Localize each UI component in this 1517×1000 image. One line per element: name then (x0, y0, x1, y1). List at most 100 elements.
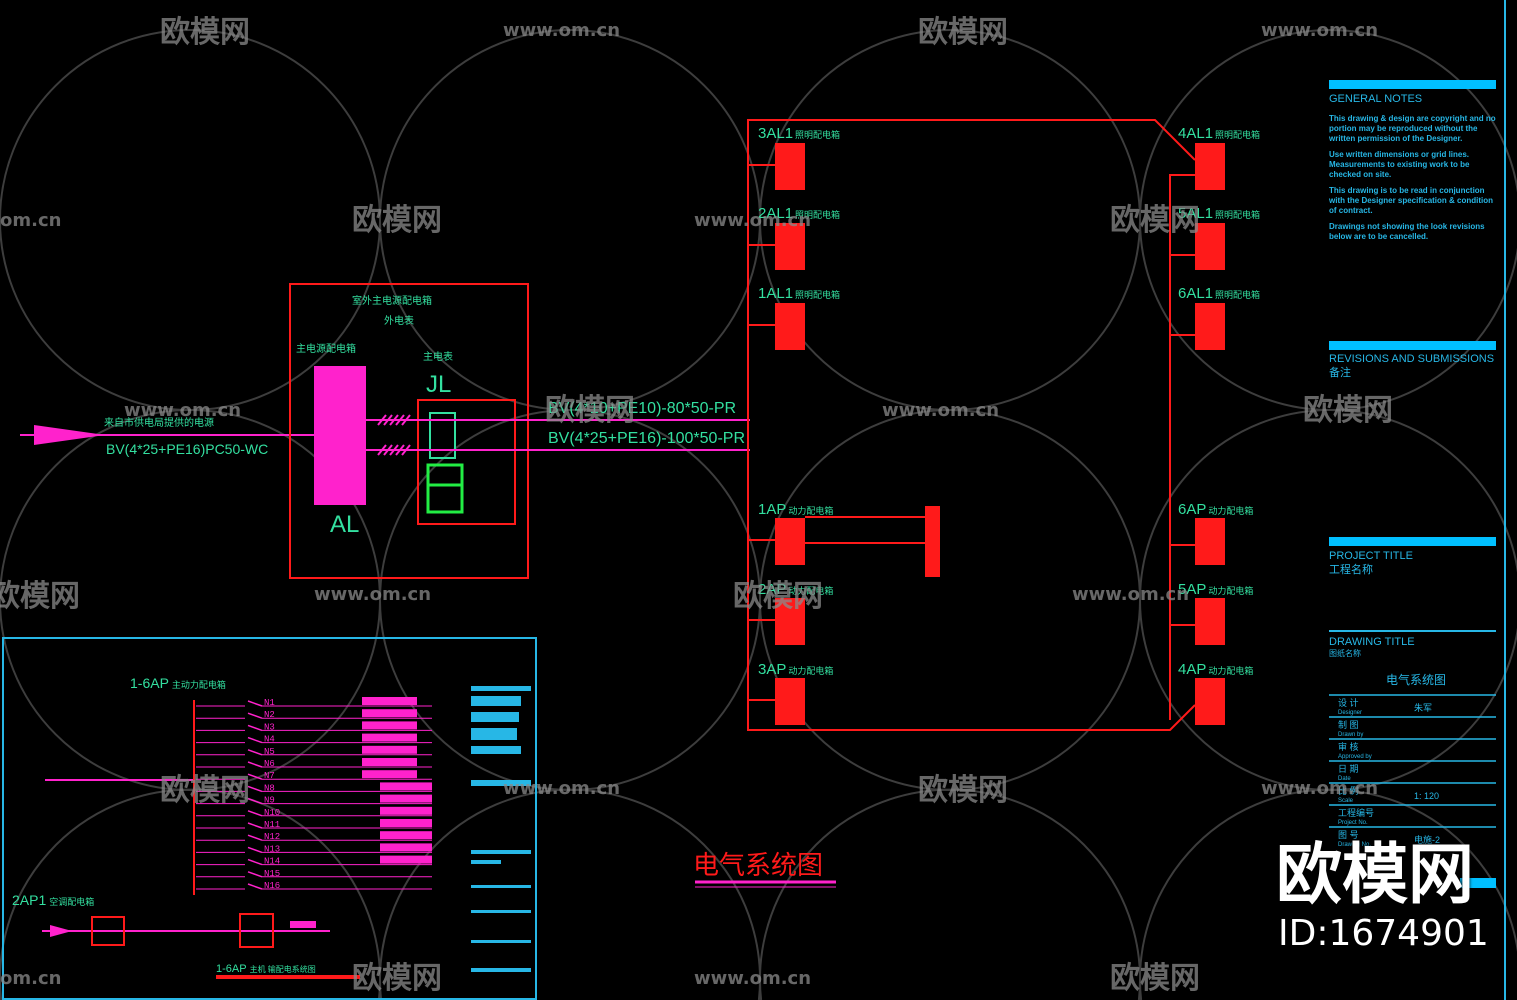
circuit-id: N7 (264, 771, 275, 781)
circuit-id: N11 (264, 820, 280, 830)
row-label-en: Date (1338, 776, 1351, 782)
svg-text:www.om.cn: www.om.cn (124, 400, 241, 421)
general-notes-heading: GENERAL NOTES (1329, 93, 1422, 105)
note-3: This drawing is to be read in conjunctio… (1329, 186, 1494, 215)
note-2: Use written dimensions or grid lines. Me… (1329, 150, 1470, 179)
drawing-title: 电气系统图 (693, 851, 823, 881)
lighting-panels: 3AL1 照明配电箱 2AL1 照明配电箱 1AL1 照明配电箱 4AL1 照明配电箱 … (758, 125, 1260, 350)
circuit-row[interactable]: N12 (196, 831, 432, 842)
drawing-title-label: DRAWING TITLE (1329, 636, 1415, 648)
panel-2al1[interactable]: 2AL1 照明配电箱 (758, 205, 840, 270)
svg-text:www.om.cn: www.om.cn (1261, 20, 1378, 41)
panel-3al1[interactable]: 3AL1 照明配电箱 (758, 125, 840, 190)
main-box-subtitle: 外电表 (384, 314, 414, 327)
titleblock-row: 日 期 Date (1329, 760, 1496, 782)
switch-icon (247, 810, 263, 817)
svg-text:欧模网: 欧模网 (1110, 961, 1200, 996)
panel-2ap[interactable]: 2AP 动力配电箱 (758, 581, 833, 645)
main-box-title: 室外主电源配电箱 (352, 294, 432, 307)
circuit-row[interactable]: N16 (196, 881, 432, 891)
circuit-load-bar (380, 782, 432, 791)
svg-text:欧模网: 欧模网 (0, 579, 80, 614)
svg-text:www.om.cn: www.om.cn (1261, 778, 1378, 799)
circuit-row[interactable]: N13 (196, 843, 432, 854)
watermarks: 欧模网 欧模网 欧模网 欧模网 欧模网 欧模网 欧模网 欧模网 欧模网 欧模网 欧模网 欧模… (0, 15, 1393, 996)
circuit-load-bar (362, 733, 417, 742)
svg-text:欧模网: 欧模网 (918, 773, 1008, 808)
circuit-row[interactable]: N9 (196, 794, 432, 806)
model-id: ID:1674901 (1278, 913, 1489, 954)
switch-icon (247, 871, 263, 878)
feeder-upper-label: BV(4*10+PE10)-80*50-PR (548, 400, 736, 417)
meter-box[interactable] (417, 399, 516, 525)
circuit-load-bar (380, 819, 432, 827)
circuit-load-bar (362, 709, 417, 718)
circuit-row[interactable]: N4 (196, 733, 432, 745)
circuit-row[interactable]: N6 (196, 758, 432, 769)
circuit-row[interactable]: N7 (196, 770, 432, 781)
project-title-label: PROJECT TITLE (1329, 550, 1413, 562)
al-label: AL (330, 511, 359, 538)
circuit-row[interactable]: N11 (196, 819, 432, 830)
al-caption: 主电源配电箱 (296, 342, 356, 355)
switch-icon (247, 846, 263, 854)
circuit-load-bar (380, 855, 432, 864)
panel-1ap[interactable]: 1AP 动力配电箱 (758, 501, 833, 565)
circuit-id: N8 (264, 783, 275, 793)
circuit-id: N14 (264, 857, 280, 867)
switch-icon (247, 797, 263, 805)
circuit-id: N16 (264, 881, 280, 891)
row-label-cn: 比 例 (1338, 785, 1359, 796)
circuit-row[interactable]: N3 (196, 721, 432, 732)
al-panel[interactable] (314, 366, 366, 505)
circuit-row[interactable]: N15 (196, 869, 432, 879)
ac-breaker-2[interactable] (239, 913, 274, 948)
circuit-id: N12 (264, 832, 280, 842)
circuit-id: N5 (264, 747, 275, 757)
switch-icon (247, 761, 263, 768)
circuit-row[interactable]: N2 (196, 709, 432, 720)
svg-text:www.om.cn: www.om.cn (503, 778, 620, 799)
svg-text:www.om.cn: www.om.cn (1072, 584, 1189, 605)
panel-1al1[interactable]: 1AL1 照明配电箱 (758, 285, 840, 350)
circuit-row[interactable]: N1 (196, 697, 432, 708)
panel-5al1[interactable]: 5AL1 照明配电箱 (1178, 205, 1260, 270)
ac-breaker-1[interactable] (91, 916, 125, 946)
switch-icon (247, 749, 263, 756)
panel-3ap[interactable]: 3AP 动力配电箱 (758, 661, 833, 725)
main-distribution-box[interactable] (289, 283, 529, 579)
detail-footer: 1-6AP 主机 输配电系统图 (216, 963, 316, 975)
panel-5ap[interactable]: 5AP 动力配电箱 (1178, 581, 1253, 645)
detail-panel-title: 1-6AP 主动力配电箱 (130, 675, 226, 691)
circuit-row[interactable]: N8 (196, 782, 432, 793)
panel-4al1[interactable]: 4AL1 照明配电箱 (1178, 125, 1260, 190)
panel-6ap[interactable]: 6AP 动力配电箱 (1178, 501, 1253, 565)
1ap-sub-panel[interactable] (925, 506, 940, 577)
svg-text:欧模网: 欧模网 (160, 773, 250, 808)
circuit-row[interactable]: N5 (196, 745, 432, 757)
panel-6al1[interactable]: 6AL1 照明配电箱 (1178, 285, 1260, 350)
jl-label: JL (426, 371, 451, 398)
row-label-en: Scale (1338, 798, 1354, 804)
circuit-id: N6 (264, 759, 275, 769)
power-panels: 1AP 动力配电箱 2AP 动力配电箱 3AP 动力配电箱 6AP 动力配电箱 5AP 动… (758, 501, 1253, 725)
svg-text:om.cn: om.cn (0, 210, 61, 231)
row-label-cn: 日 期 (1338, 764, 1359, 774)
row-value: 朱军 (1414, 702, 1432, 713)
svg-text:om.cn: om.cn (0, 968, 61, 989)
circuit-load-bar (380, 806, 432, 815)
feeder-cables (366, 414, 750, 456)
circuit-list: N1 N2 N3 N4 N5 N6 N7 N8 N9 N10 N11 N12 N13 N14 N15 N16 (196, 697, 432, 891)
circuit-row[interactable]: N10 (196, 806, 432, 818)
titleblock-row: 制 图 Drawn by (1329, 716, 1496, 738)
circuit-id: N13 (264, 844, 280, 854)
circuit-id: N4 (264, 735, 275, 745)
panel-4ap[interactable]: 4AP 动力配电箱 (1178, 661, 1253, 725)
circuit-row[interactable]: N14 (196, 855, 432, 867)
switch-icon (247, 736, 263, 744)
